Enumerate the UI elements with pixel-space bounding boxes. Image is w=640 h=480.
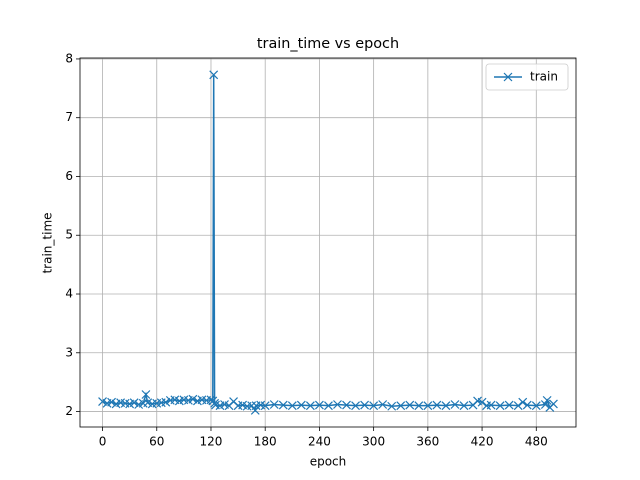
data-point <box>129 398 139 408</box>
data-point <box>333 400 342 409</box>
x-tick-label: 60 <box>149 435 164 449</box>
data-point <box>209 70 219 80</box>
x-tick-label: 300 <box>362 435 385 449</box>
x-axis-label: epoch <box>310 455 347 469</box>
data-point <box>477 397 487 407</box>
data-point <box>324 401 333 411</box>
data-point <box>405 400 415 410</box>
x-tick-label: 420 <box>471 435 494 449</box>
data-point <box>269 400 279 409</box>
data-point <box>369 401 379 411</box>
x-tick-label: 240 <box>308 435 331 449</box>
data-point <box>423 401 433 411</box>
y-tick-label: 8 <box>65 51 73 65</box>
y-axis-label: train_time <box>41 212 55 273</box>
data-point <box>495 401 505 411</box>
y-tick-label: 4 <box>65 287 73 301</box>
plot-frame <box>79 57 577 428</box>
data-point <box>360 400 370 410</box>
data-point <box>296 400 306 410</box>
data-point <box>414 401 424 411</box>
data-point <box>188 394 198 404</box>
data-point <box>161 397 171 407</box>
data-point <box>278 400 288 410</box>
data-point <box>486 400 496 410</box>
data-point <box>450 400 460 409</box>
data-point <box>542 395 552 405</box>
y-tick-label: 2 <box>65 404 73 418</box>
x-tick-label: 480 <box>525 435 548 449</box>
x-tick-label: 180 <box>254 435 277 449</box>
data-point <box>314 400 324 410</box>
data-point <box>260 401 270 411</box>
data-point <box>432 400 442 410</box>
data-point <box>342 400 351 410</box>
legend-marker <box>503 72 513 82</box>
data-point <box>351 401 360 411</box>
y-tick-label: 3 <box>65 345 73 359</box>
data-point <box>531 401 541 411</box>
legend-label: train <box>530 70 558 84</box>
y-tick-label: 7 <box>65 110 73 124</box>
y-tick-label: 6 <box>65 169 73 183</box>
data-point <box>396 401 406 411</box>
legend-box <box>485 63 569 91</box>
data-point <box>107 397 117 407</box>
data-point <box>513 401 523 411</box>
y-tick-label: 5 <box>65 228 73 242</box>
data-point <box>518 397 528 407</box>
chart-title: train_time vs epoch <box>257 36 399 52</box>
data-point <box>549 399 558 409</box>
data-point <box>305 401 315 411</box>
data-point <box>441 401 451 411</box>
x-tick-label: 0 <box>99 435 107 449</box>
x-tick-label: 120 <box>200 435 223 449</box>
data-point <box>387 401 397 411</box>
x-tick-label: 360 <box>416 435 439 449</box>
data-point <box>378 400 388 409</box>
data-point <box>141 390 151 399</box>
data-point <box>504 400 514 410</box>
data-point <box>98 397 107 406</box>
data-point <box>287 401 297 411</box>
data-point <box>522 400 532 410</box>
data-point <box>210 398 220 408</box>
data-point <box>459 401 469 411</box>
